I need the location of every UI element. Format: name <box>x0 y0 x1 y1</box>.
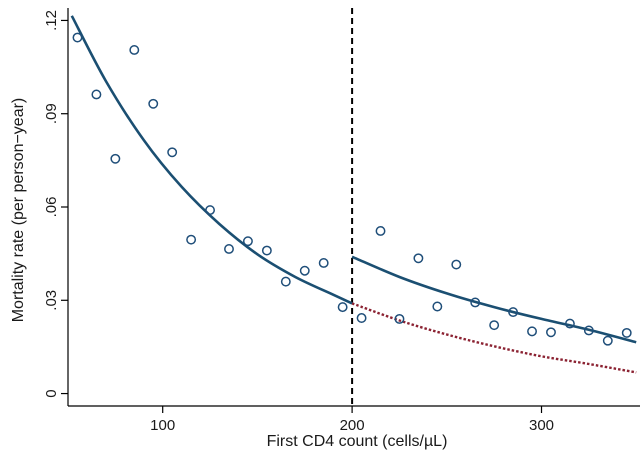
data-point <box>337 302 348 313</box>
data-point <box>224 244 234 254</box>
data-point <box>110 153 121 164</box>
data-point <box>91 89 102 100</box>
x-tick-label: 100 <box>150 417 175 434</box>
data-point <box>394 313 405 324</box>
x-tick-label: 300 <box>529 417 554 434</box>
data-point <box>432 301 443 312</box>
y-tick-label: .03 <box>43 290 60 311</box>
data-point <box>356 313 367 323</box>
data-point <box>186 234 197 245</box>
data-point <box>318 258 329 268</box>
fit-curve-above-200 <box>351 255 637 344</box>
data-point <box>72 32 83 43</box>
plot-area <box>70 8 637 406</box>
x-tick-label: 200 <box>340 417 365 434</box>
data-point <box>413 253 424 264</box>
data-point <box>242 236 253 247</box>
counterfactual-curve <box>351 302 637 374</box>
x-axis-title: First CD4 count (cells/µL) <box>267 433 448 450</box>
data-point <box>205 205 216 216</box>
fit-curve-below-200 <box>70 15 353 305</box>
y-tick-label: 0 <box>43 389 60 397</box>
y-tick-label: .06 <box>43 197 60 218</box>
data-point <box>375 225 386 236</box>
axes: 0 .03 .06 .09 .12 100 200 300 <box>43 8 640 434</box>
data-point <box>602 335 613 346</box>
data-point <box>546 327 556 338</box>
data-point <box>527 326 537 337</box>
data-point <box>508 307 519 318</box>
data-point <box>129 45 140 55</box>
data-point <box>451 259 462 270</box>
y-axis-title: Mortality rate (per person−year) <box>10 98 27 323</box>
data-point <box>583 325 594 336</box>
data-point <box>261 245 272 256</box>
data-point <box>167 147 178 158</box>
data-point <box>489 320 500 331</box>
data-point <box>470 297 481 308</box>
data-point <box>280 276 291 287</box>
data-point <box>564 318 575 329</box>
data-point <box>299 265 310 276</box>
data-point <box>148 98 159 109</box>
data-point <box>621 327 632 338</box>
y-tick-label: .12 <box>43 10 60 31</box>
y-tick-label: .09 <box>43 103 60 124</box>
